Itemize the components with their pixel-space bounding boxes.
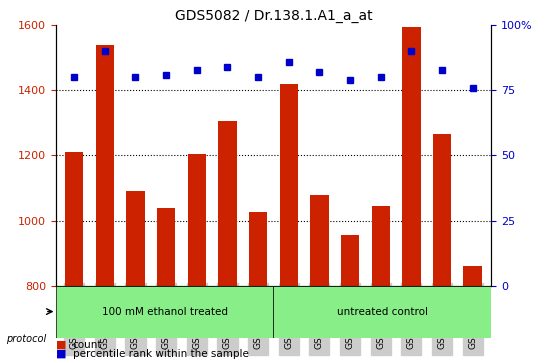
Bar: [249, 212, 267, 286]
Text: count: count: [73, 340, 102, 350]
Bar: [126, 191, 145, 286]
Text: 100 mM ethanol treated: 100 mM ethanol treated: [102, 307, 228, 317]
Bar: [341, 235, 359, 286]
Title: GDS5082 / Dr.138.1.A1_a_at: GDS5082 / Dr.138.1.A1_a_at: [175, 9, 372, 23]
Bar: [310, 195, 329, 286]
FancyBboxPatch shape: [56, 286, 273, 338]
Text: protocol: protocol: [6, 334, 46, 344]
Bar: [187, 154, 206, 286]
Bar: [402, 27, 421, 286]
Text: ■: ■: [56, 340, 66, 350]
Text: percentile rank within the sample: percentile rank within the sample: [73, 349, 248, 359]
Bar: [157, 208, 175, 286]
Bar: [95, 45, 114, 286]
Text: untreated control: untreated control: [336, 307, 428, 317]
FancyBboxPatch shape: [273, 286, 491, 338]
Bar: [218, 121, 237, 286]
Bar: [433, 134, 451, 286]
Bar: [65, 152, 83, 286]
Bar: [464, 266, 482, 286]
Bar: [280, 84, 298, 286]
Bar: [372, 206, 390, 286]
Text: ■: ■: [56, 349, 66, 359]
